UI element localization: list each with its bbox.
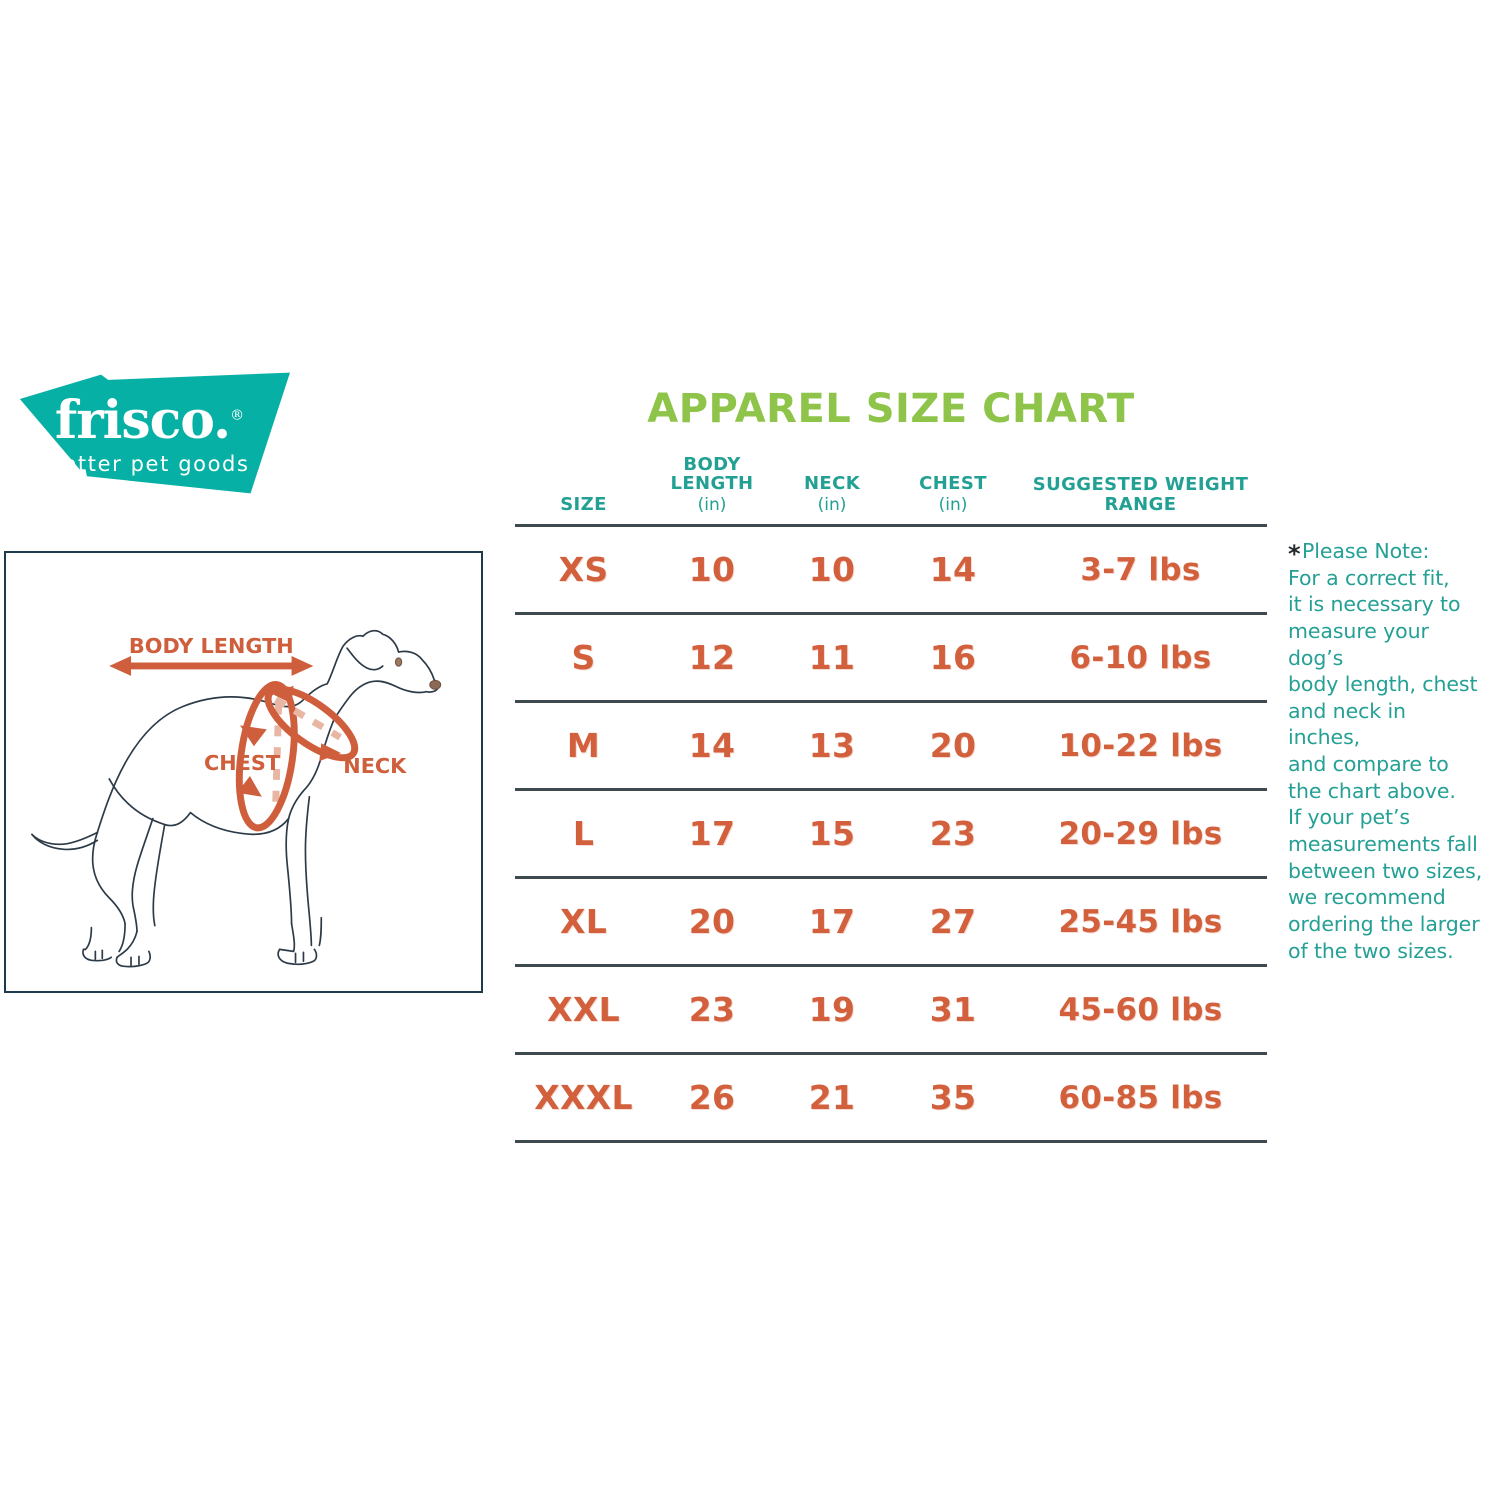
cell-size: XXXL [534,1078,633,1118]
asterisk-icon: * [1288,540,1301,568]
logo-wordmark: frisco.® [8,395,290,447]
table-header-row: SIZE BODY LENGTH (in) NECK (in) CHEST (i… [515,455,1267,526]
cell-body-length: 20 [688,902,736,942]
cell-size: M [566,726,601,766]
cell-body-length: 17 [688,814,736,854]
chest-annotation: CHEST [204,680,298,832]
please-note-block: * Please Note: For a correct fit, it is … [1288,538,1484,964]
cell-chest: 31 [929,990,977,1030]
table-row: XXL 23 19 31 45-60 lbs [515,965,1267,1054]
column-header-body-length-label: BODY LENGTH [670,454,754,495]
cell-weight: 10-22 lbs [1058,727,1223,764]
table-row: S 12 11 16 6-10 lbs [515,613,1267,702]
apparel-size-table-wrapper: SIZE BODY LENGTH (in) NECK (in) CHEST (i… [515,455,1267,1143]
column-header-neck: NECK (in) [772,455,892,526]
cell-chest: 35 [929,1078,977,1118]
table-row: XS 10 10 14 3-7 lbs [515,525,1267,614]
cell-weight: 3-7 lbs [1080,551,1201,588]
cell-size: L [572,814,595,854]
page-title: APPAREL SIZE CHART [647,386,1135,432]
cell-chest: 23 [929,814,977,854]
table-body: XS 10 10 14 3-7 lbs S 12 11 16 6-10 lbs … [515,525,1267,1142]
column-header-body-length-unit: (in) [697,494,727,515]
column-header-neck-label: NECK [803,473,861,495]
column-header-weight: SUGGESTED WEIGHT RANGE [1014,455,1267,526]
cell-neck: 19 [808,990,856,1030]
cell-size: XS [558,550,609,590]
cell-weight: 60-85 lbs [1058,1079,1223,1116]
table-header: SIZE BODY LENGTH (in) NECK (in) CHEST (i… [515,455,1267,526]
cell-chest: 16 [929,638,977,678]
apparel-size-table: SIZE BODY LENGTH (in) NECK (in) CHEST (i… [515,455,1267,1143]
table-row: XXXL 26 21 35 60-85 lbs [515,1053,1267,1142]
cell-weight: 6-10 lbs [1069,639,1212,676]
cell-size: XXL [547,990,620,1030]
cell-weight: 45-60 lbs [1058,991,1223,1028]
cell-body-length: 23 [688,990,736,1030]
column-header-chest-label: CHEST [919,473,987,495]
column-header-size-label: SIZE [560,493,607,515]
column-header-neck-unit: (in) [817,494,847,515]
body-length-annotation: BODY LENGTH [109,634,314,676]
dog-measurement-diagram-panel: BODY LENGTH CHEST NECK [4,551,483,993]
logo-tagline: better pet goods [48,452,250,476]
table-row: M 14 13 20 10-22 lbs [515,701,1267,790]
table-row: L 17 15 23 20-29 lbs [515,789,1267,878]
cell-neck: 13 [808,726,856,766]
cell-chest: 20 [929,726,977,766]
frisco-logo: frisco.® better pet goods [8,368,290,500]
cell-neck: 17 [808,902,856,942]
table-row: XL 20 17 27 25-45 lbs [515,877,1267,966]
cell-chest: 14 [929,550,977,590]
cell-neck: 11 [808,638,856,678]
column-header-chest-unit: (in) [938,494,968,515]
cell-body-length: 12 [688,638,736,678]
cell-weight: 20-29 lbs [1058,815,1223,852]
cell-body-length: 10 [688,550,736,590]
dog-eye [394,657,403,667]
body-length-label: BODY LENGTH [129,634,294,658]
column-header-weight-label: SUGGESTED WEIGHT RANGE [1032,474,1249,515]
cell-chest: 27 [929,902,977,942]
cell-body-length: 26 [688,1078,736,1118]
cell-neck: 21 [808,1078,856,1118]
dog-outline [31,629,440,968]
chest-label: CHEST [204,751,281,775]
dog-diagram-svg: BODY LENGTH CHEST NECK [31,629,442,968]
cell-size: XL [559,902,608,942]
column-header-chest: CHEST (in) [892,455,1014,526]
neck-label: NECK [343,754,407,778]
logo-wordmark-text: frisco. [54,390,231,451]
cell-neck: 15 [808,814,856,854]
registered-trademark-icon: ® [230,407,244,424]
column-header-body-length: BODY LENGTH (in) [652,455,772,526]
neck-annotation: NECK [264,685,407,778]
cell-neck: 10 [808,550,856,590]
dog-nose [429,679,442,690]
cell-body-length: 14 [688,726,736,766]
please-note-text: Please Note: For a correct fit, it is ne… [1288,539,1483,963]
cell-weight: 25-45 lbs [1058,903,1223,940]
column-header-size: SIZE [515,455,652,526]
cell-size: S [571,638,596,678]
